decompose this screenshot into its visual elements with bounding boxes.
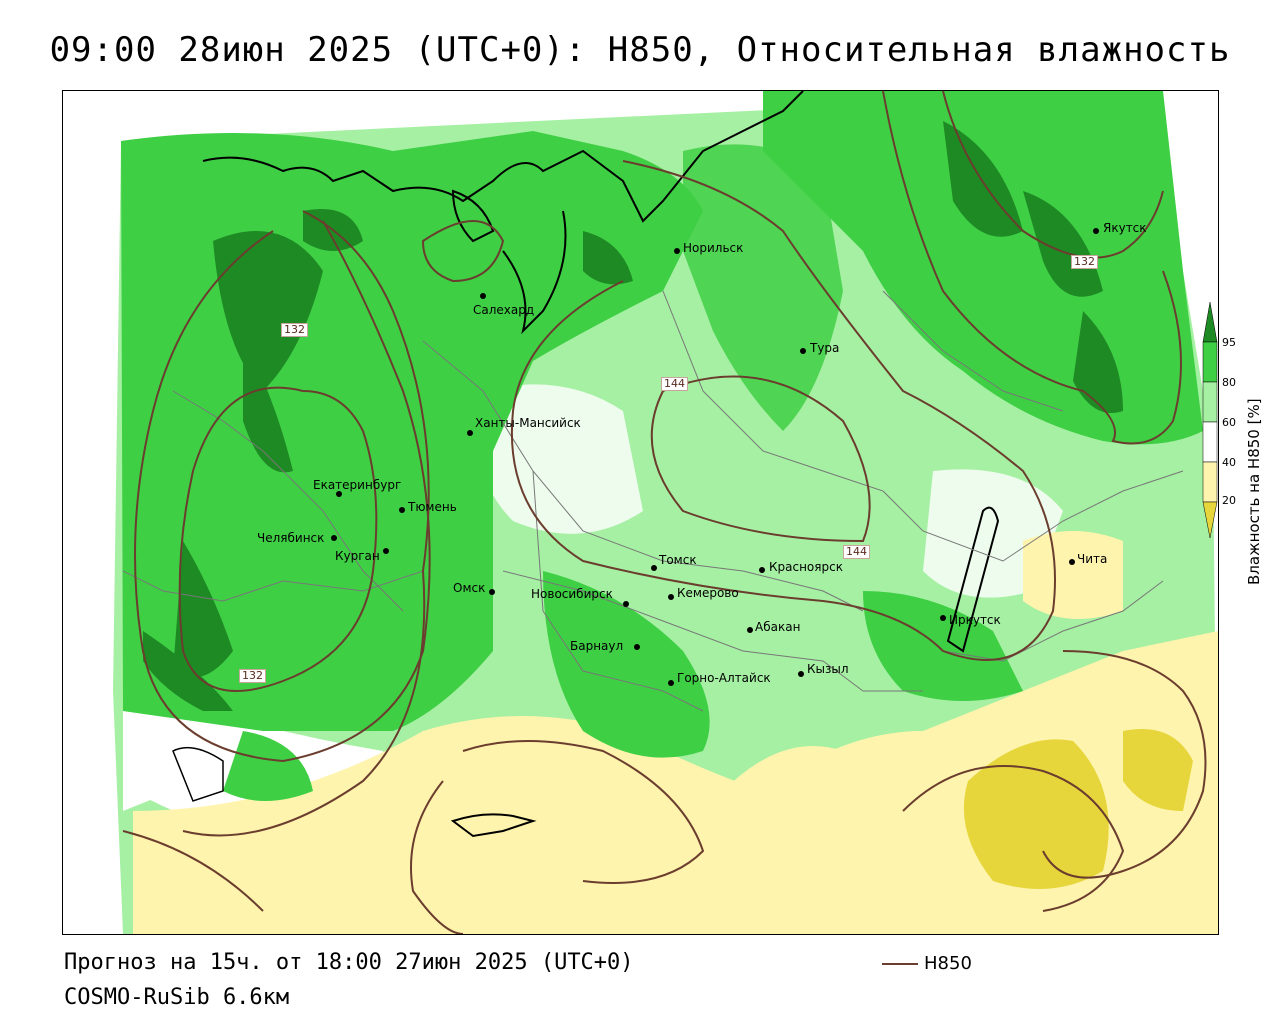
legend-label: H850 xyxy=(924,953,972,974)
colorbar-tick: 95 xyxy=(1222,336,1236,349)
map-title: 09:00 28июн 2025 (UTC+0): H850, Относите… xyxy=(49,30,1231,70)
city-marker xyxy=(798,671,804,677)
contour-label: 132 xyxy=(281,323,308,337)
city-marker xyxy=(634,644,640,650)
city-label: Кызыл xyxy=(807,662,849,676)
city-label: Абакан xyxy=(755,620,801,634)
colorbar-tick: 40 xyxy=(1222,456,1236,469)
city-marker xyxy=(331,535,337,541)
city-marker xyxy=(1093,228,1099,234)
city-label: Чита xyxy=(1077,552,1108,566)
city-marker xyxy=(1069,559,1075,565)
city-label: Челябинск xyxy=(257,531,325,545)
city-label: Горно-Алтайск xyxy=(677,671,771,685)
city-label: Барнаул xyxy=(570,639,624,653)
map-area[interactable]: 132 132 144 144 132 132 Норильск Салехар… xyxy=(62,90,1219,935)
humidity-field xyxy=(113,91,1218,934)
city-marker xyxy=(674,248,680,254)
city-label: Ханты-Мансийск xyxy=(475,416,581,430)
city-label: Иркутск xyxy=(949,613,1001,627)
contour-label: 132 xyxy=(1071,255,1098,269)
city-label: Тюмень xyxy=(408,500,457,514)
city-marker xyxy=(940,615,946,621)
city-marker xyxy=(800,348,806,354)
model-name: COSMO-RuSib 6.6км xyxy=(64,985,290,1010)
city-marker xyxy=(623,601,629,607)
colorbar xyxy=(1202,301,1218,539)
city-label: Томск xyxy=(659,553,697,567)
city-marker xyxy=(668,680,674,686)
city-label: Красноярск xyxy=(769,560,843,574)
colorbar-tick: 60 xyxy=(1222,416,1236,429)
contour-label: 132 xyxy=(239,669,266,683)
city-label: Курган xyxy=(335,549,380,563)
forecast-info: Прогноз на 15ч. от 18:00 27июн 2025 (UTC… xyxy=(64,950,634,975)
city-marker xyxy=(759,567,765,573)
colorbar-tick: 80 xyxy=(1222,376,1236,389)
city-marker xyxy=(480,293,486,299)
city-marker xyxy=(336,491,342,497)
legend-line-swatch xyxy=(882,963,918,965)
colorbar-tick: 20 xyxy=(1222,494,1236,507)
city-marker xyxy=(489,589,495,595)
contour-label: 144 xyxy=(661,377,688,391)
city-label: Омск xyxy=(453,581,486,595)
city-label: Екатеринбург xyxy=(313,478,402,492)
city-marker xyxy=(747,627,753,633)
city-marker xyxy=(668,594,674,600)
contour-label: 144 xyxy=(843,545,870,559)
city-marker xyxy=(651,565,657,571)
city-label: Новосибирск xyxy=(531,587,613,601)
city-marker xyxy=(399,507,405,513)
city-label: Норильск xyxy=(683,241,744,255)
colorbar-title: Влажность на H850 [%] xyxy=(1245,398,1263,585)
city-marker xyxy=(383,548,389,554)
city-marker xyxy=(467,430,473,436)
city-label: Тура xyxy=(810,341,840,355)
city-label: Якутск xyxy=(1103,221,1147,235)
city-label: Кемерово xyxy=(677,586,739,600)
city-label: Салехард xyxy=(473,303,535,317)
